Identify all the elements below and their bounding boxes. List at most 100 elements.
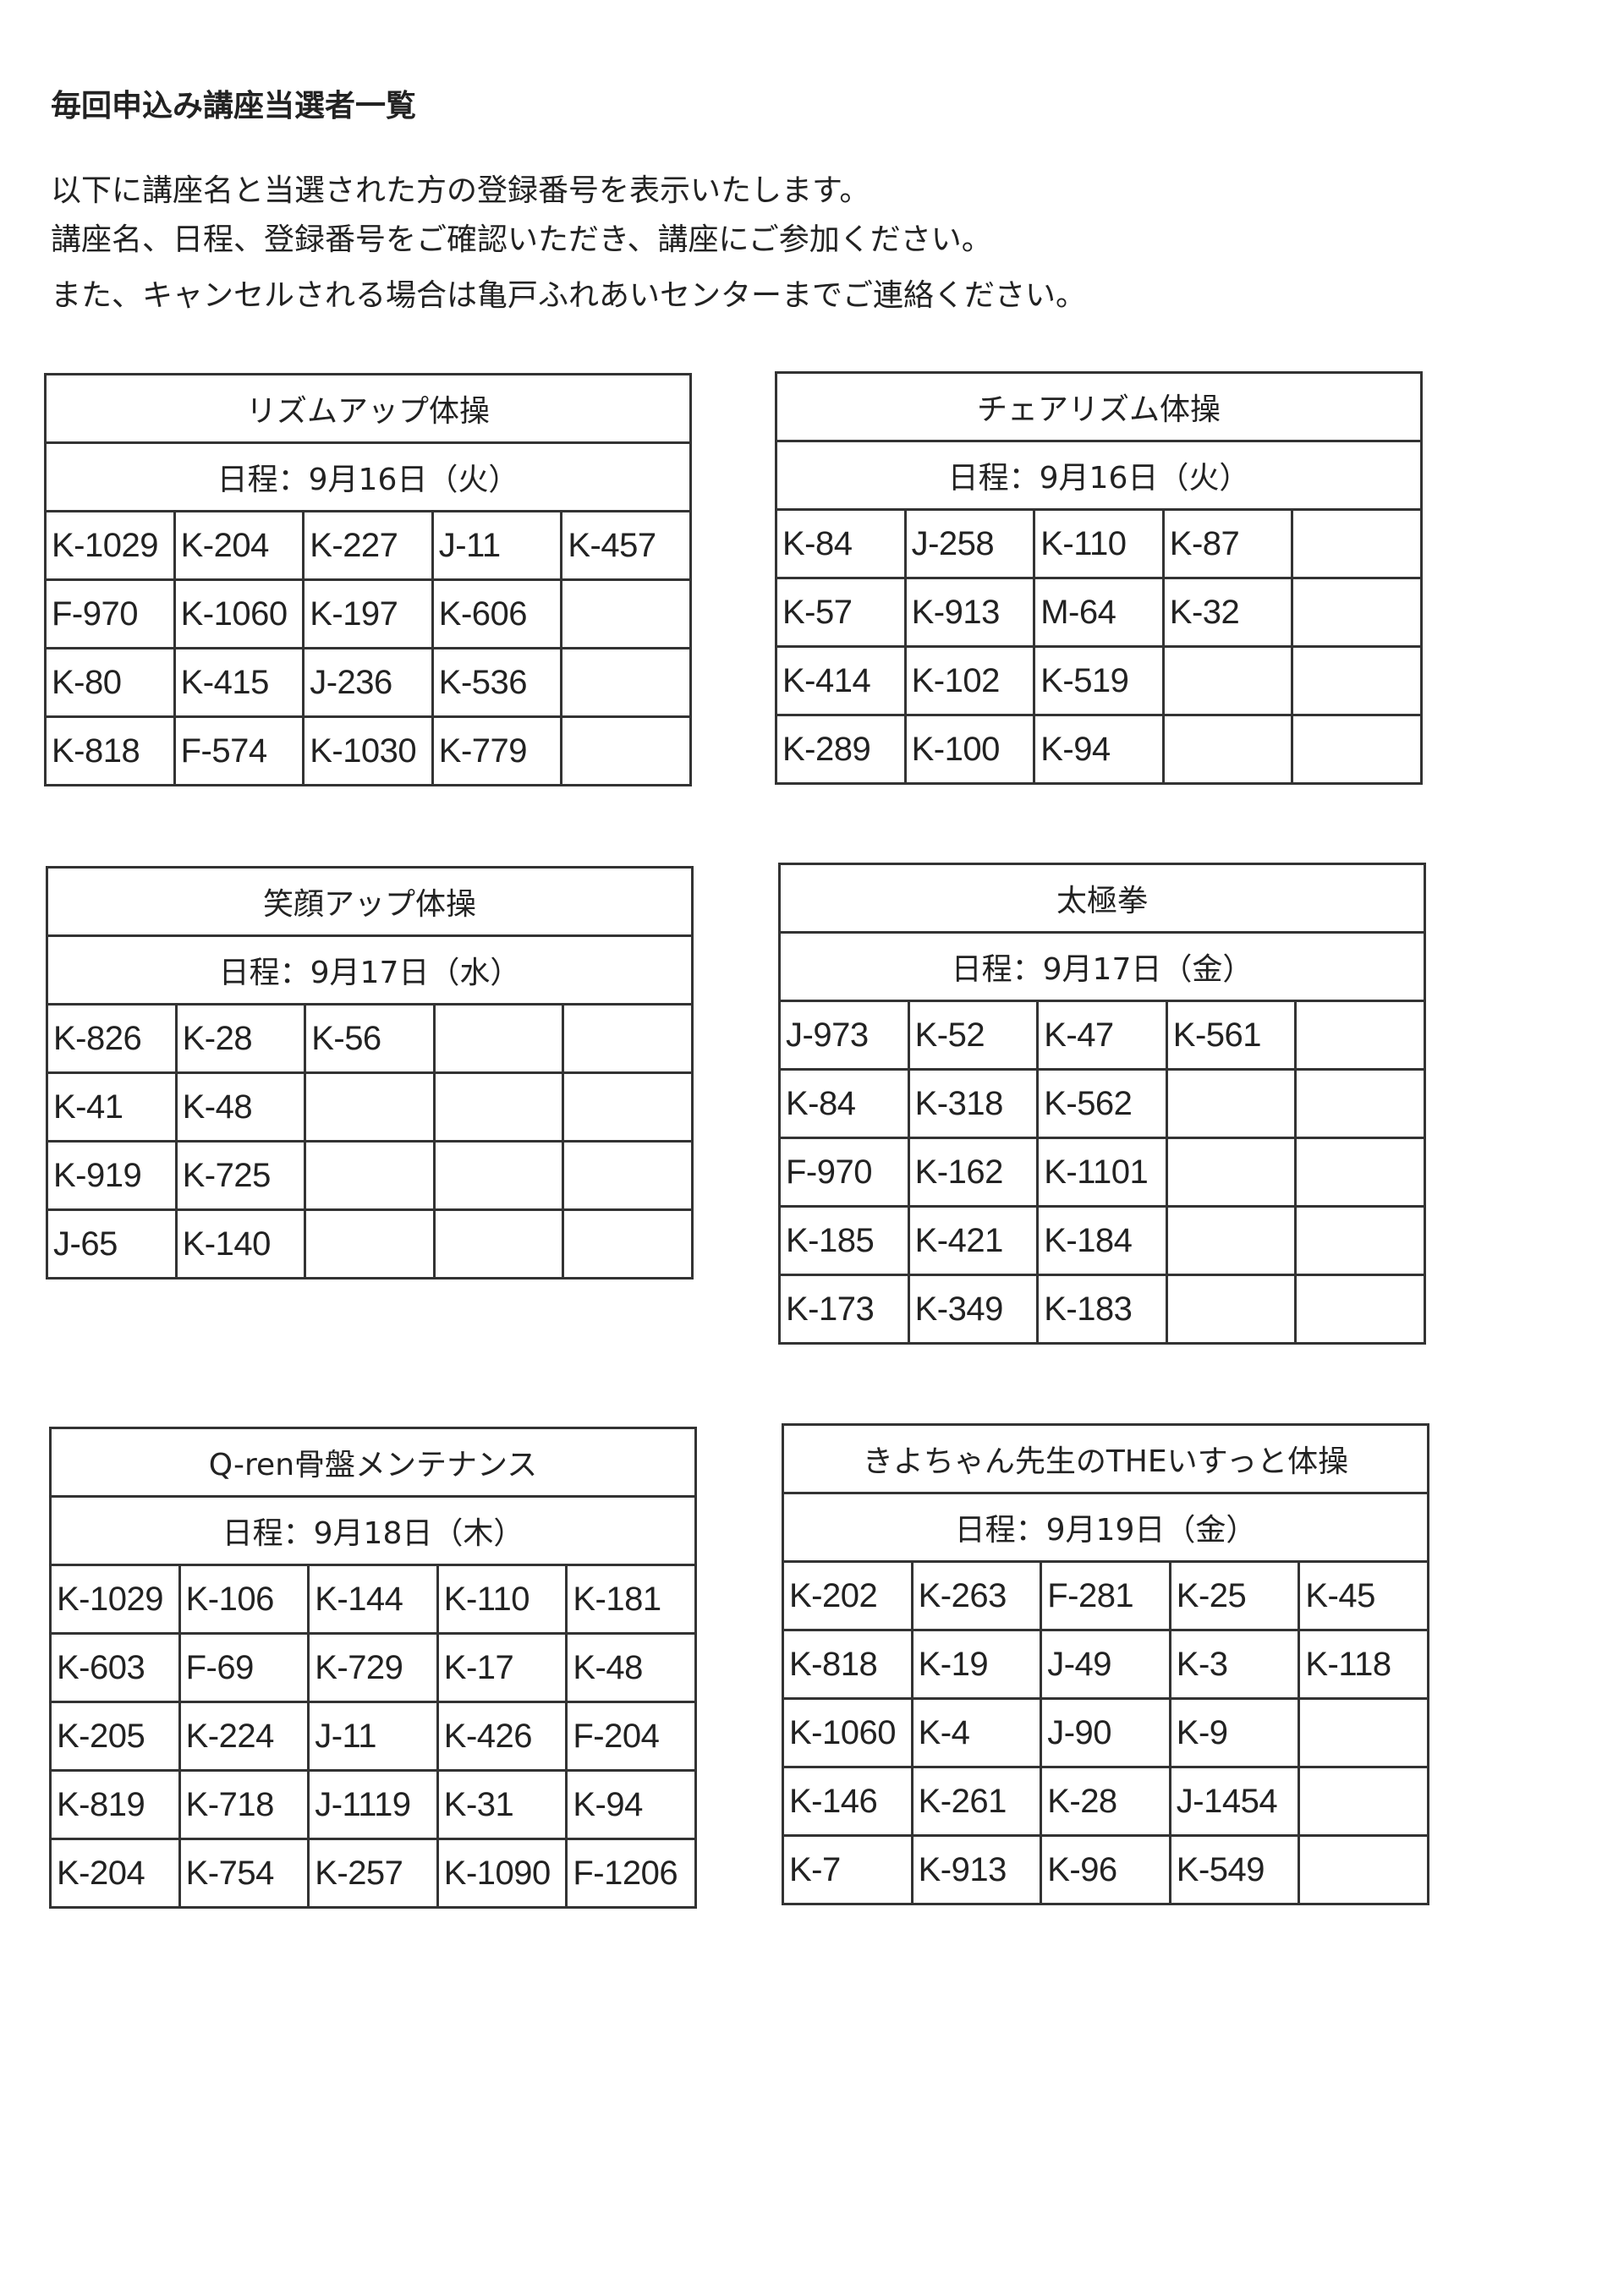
registration-number: K-606: [431, 578, 563, 649]
course-table: Q-ren骨盤メンテナンス 日程：9月18日（木） K-1029 K-106 K-144…: [49, 1427, 697, 1909]
registration-number: K-415: [173, 647, 305, 718]
table-row: K-289 K-100 K-94: [775, 714, 1423, 785]
registration-number: K-84: [778, 1068, 910, 1139]
registration-number: K-536: [431, 647, 563, 718]
registration-number: F-574: [173, 715, 305, 786]
registration-number: K-414: [775, 645, 907, 716]
registration-number: [560, 647, 692, 718]
registration-number: K-1060: [173, 578, 305, 649]
registration-number: K-162: [907, 1137, 1040, 1208]
intro-line-3: また、キャンセルされる場合は亀戸ふれあいセンターまでご連絡ください。: [51, 278, 1087, 313]
registration-number: K-87: [1161, 508, 1294, 579]
registration-number: K-19: [910, 1629, 1043, 1700]
registration-number: M-64: [1033, 577, 1165, 648]
registration-number: [560, 578, 692, 649]
registration-number: K-263: [910, 1560, 1043, 1631]
registration-number: K-28: [174, 1003, 307, 1074]
table-row: J-973 K-52 K-47 K-561: [778, 1000, 1426, 1071]
course-name: きよちゃん先生のTHEいすっと体操: [782, 1423, 1429, 1494]
table-row: K-84 J-258 K-110 K-87: [775, 508, 1423, 579]
course-schedule: 日程：9月16日（火）: [775, 440, 1423, 511]
course-name: 笑顔アップ体操: [46, 866, 694, 937]
course-schedule: 日程：9月17日（水）: [46, 934, 694, 1006]
registration-number: [562, 1003, 694, 1074]
registration-number: K-3: [1168, 1629, 1301, 1700]
registration-number: K-257: [307, 1838, 439, 1909]
registration-number: K-1060: [782, 1697, 914, 1768]
table-row: K-818 F-574 K-1030 K-779: [44, 715, 692, 786]
registration-number: K-140: [174, 1208, 307, 1280]
table-row: K-7 K-913 K-96 K-549: [782, 1834, 1429, 1905]
registration-number: [1291, 714, 1423, 785]
registration-number: K-754: [178, 1838, 310, 1909]
registration-number: J-11: [431, 510, 563, 581]
registration-number: [562, 1140, 694, 1211]
registration-number: K-181: [565, 1564, 697, 1635]
registration-number: F-69: [178, 1632, 310, 1703]
registration-number: J-11: [307, 1701, 439, 1772]
registration-number: [1294, 1068, 1426, 1139]
table-row: K-603 F-69 K-729 K-17 K-48: [49, 1632, 697, 1703]
registration-number: K-919: [46, 1140, 178, 1211]
registration-number: [1298, 1697, 1429, 1768]
table-row: K-819 K-718 J-1119 K-31 K-94: [49, 1769, 697, 1840]
table-row: K-185 K-421 K-184: [778, 1205, 1426, 1276]
registration-number: [304, 1140, 436, 1211]
registration-number: K-102: [903, 645, 1036, 716]
registration-number: J-1454: [1168, 1766, 1301, 1837]
table-row: K-826 K-28 K-56: [46, 1003, 694, 1074]
registration-number: K-818: [782, 1629, 914, 1700]
registration-number: [562, 1071, 694, 1143]
course-name: 太極拳: [778, 863, 1426, 934]
table-row: K-204 K-754 K-257 K-1090 F-1206: [49, 1838, 697, 1909]
table-row: K-41 K-48: [46, 1071, 694, 1143]
registration-number: [1165, 1068, 1298, 1139]
registration-number: [1161, 714, 1294, 785]
registration-number: [432, 1003, 565, 1074]
table-row: F-970 K-1060 K-197 K-606: [44, 578, 692, 649]
intro-line-1: 以下に講座名と当選された方の登録番号を表示いたします。: [51, 173, 870, 208]
registration-number: K-28: [1040, 1766, 1171, 1837]
table-row: K-80 K-415 J-236 K-536: [44, 647, 692, 718]
registration-number: K-603: [49, 1632, 181, 1703]
registration-number: J-973: [778, 1000, 910, 1071]
registration-number: [1291, 645, 1423, 716]
registration-number: K-913: [903, 577, 1036, 648]
registration-number: J-236: [302, 647, 434, 718]
registration-number: J-90: [1040, 1697, 1171, 1768]
registration-number: [304, 1208, 436, 1280]
registration-number: K-1029: [49, 1564, 181, 1635]
registration-number: K-48: [565, 1632, 697, 1703]
registration-number: [1294, 1274, 1426, 1345]
page-title: 毎回申込み講座当選者一覧: [51, 89, 417, 123]
registration-number: F-204: [565, 1701, 697, 1772]
registration-number: K-7: [782, 1834, 914, 1905]
course-schedule: 日程：9月19日（金）: [782, 1492, 1429, 1563]
registration-number: K-549: [1168, 1834, 1301, 1905]
registration-number: [1165, 1205, 1298, 1276]
registration-number: K-1029: [44, 510, 176, 581]
table-row: K-205 K-224 J-11 K-426 F-204: [49, 1701, 697, 1772]
registration-number: K-202: [782, 1560, 914, 1631]
registration-number: K-204: [173, 510, 305, 581]
intro-line-2: 講座名、日程、登録番号をご確認いただき、講座にご参加ください。: [51, 222, 992, 257]
registration-number: J-1119: [307, 1769, 439, 1840]
course-table: 太極拳 日程：9月17日（金） J-973 K-52 K-47 K-561 K-84 K-31…: [778, 863, 1426, 1345]
registration-number: K-426: [436, 1701, 568, 1772]
registration-number: J-258: [903, 508, 1036, 579]
registration-number: K-1030: [302, 715, 434, 786]
registration-number: K-183: [1036, 1274, 1168, 1345]
table-row: K-1029 K-106 K-144 K-110 K-181: [49, 1564, 697, 1635]
registration-number: F-1206: [565, 1838, 697, 1909]
registration-number: K-561: [1165, 1000, 1298, 1071]
course-table: 笑顔アップ体操 日程：9月17日（水） K-826 K-28 K-56 K-41 K-48 K…: [46, 866, 694, 1280]
table-row: K-146 K-261 K-28 J-1454: [782, 1766, 1429, 1837]
registration-number: K-185: [778, 1205, 910, 1276]
registration-number: K-819: [49, 1769, 181, 1840]
table-row: F-970 K-162 K-1101: [778, 1137, 1426, 1208]
registration-number: K-9: [1168, 1697, 1301, 1768]
registration-number: F-970: [778, 1137, 910, 1208]
registration-number: [1291, 508, 1423, 579]
registration-number: K-45: [1298, 1560, 1429, 1631]
registration-number: [1165, 1274, 1298, 1345]
